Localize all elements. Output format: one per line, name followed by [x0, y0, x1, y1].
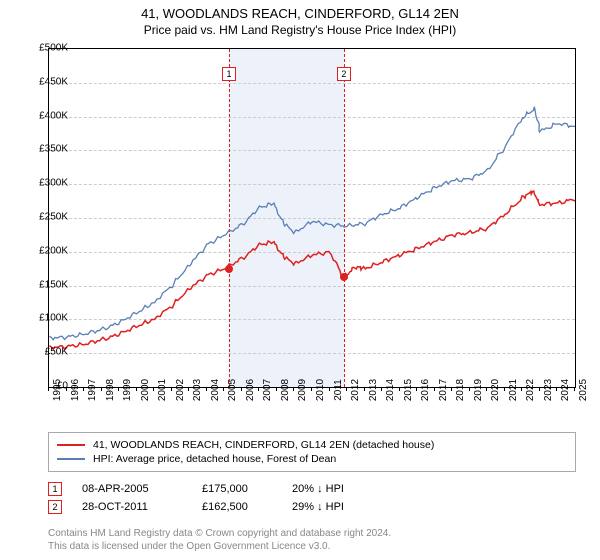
- x-tick-label: 2014: [385, 379, 396, 401]
- sales-row: 1 08-APR-2005 £175,000 20% ↓ HPI: [48, 482, 382, 496]
- x-tick-label: 2012: [350, 379, 361, 401]
- sales-row: 2 28-OCT-2011 £162,500 29% ↓ HPI: [48, 500, 382, 514]
- sales-idx-box: 2: [48, 500, 62, 514]
- x-tick-label: 2000: [140, 379, 151, 401]
- x-tick-label: 1997: [87, 379, 98, 401]
- x-tick-label: 1999: [122, 379, 133, 401]
- sale-dot-1: [225, 265, 233, 273]
- y-tick-label: £200K: [28, 245, 68, 256]
- x-tick-label: 2025: [578, 379, 589, 401]
- sales-diff: 20% ↓ HPI: [292, 483, 382, 495]
- x-tick-label: 2019: [473, 379, 484, 401]
- legend-swatch: [57, 458, 85, 460]
- x-tick-label: 1995: [52, 379, 63, 401]
- y-tick-label: £400K: [28, 110, 68, 121]
- legend-box: 41, WOODLANDS REACH, CINDERFORD, GL14 2E…: [48, 432, 576, 472]
- sale-marker-box-2: 2: [337, 67, 351, 81]
- legend-swatch: [57, 444, 85, 446]
- y-tick-label: £450K: [28, 76, 68, 87]
- sales-diff: 29% ↓ HPI: [292, 501, 382, 513]
- legend-label: HPI: Average price, detached house, Fore…: [93, 453, 336, 465]
- x-tick-label: 2015: [403, 379, 414, 401]
- legend-item: HPI: Average price, detached house, Fore…: [57, 453, 567, 465]
- x-tick-label: 2020: [490, 379, 501, 401]
- title-block: 41, WOODLANDS REACH, CINDERFORD, GL14 2E…: [0, 0, 600, 37]
- x-tick-label: 2017: [438, 379, 449, 401]
- x-tick-label: 2023: [543, 379, 554, 401]
- x-tick-label: 2018: [455, 379, 466, 401]
- x-tick-label: 2004: [210, 379, 221, 401]
- x-tick-label: 1998: [105, 379, 116, 401]
- legend-label: 41, WOODLANDS REACH, CINDERFORD, GL14 2E…: [93, 439, 434, 451]
- x-tick-label: 2007: [262, 379, 273, 401]
- x-tick-label: 2016: [420, 379, 431, 401]
- copyright-line: This data is licensed under the Open Gov…: [48, 541, 391, 554]
- y-tick-label: £150K: [28, 279, 68, 290]
- x-tick-label: 2009: [297, 379, 308, 401]
- sale-marker-box-1: 1: [222, 67, 236, 81]
- x-tick-label: 2011: [333, 379, 344, 401]
- x-tick-label: 2006: [245, 379, 256, 401]
- x-tick-label: 2008: [280, 379, 291, 401]
- chart-subtitle: Price paid vs. HM Land Registry's House …: [0, 23, 600, 37]
- chart-title: 41, WOODLANDS REACH, CINDERFORD, GL14 2E…: [0, 6, 600, 21]
- x-tick-label: 2003: [192, 379, 203, 401]
- copyright-text: Contains HM Land Registry data © Crown c…: [48, 528, 391, 553]
- x-tick-label: 1996: [70, 379, 81, 401]
- y-tick-label: £350K: [28, 144, 68, 155]
- sale-dot-2: [340, 273, 348, 281]
- y-tick-label: £250K: [28, 212, 68, 223]
- x-tick-label: 2013: [368, 379, 379, 401]
- legend-item: 41, WOODLANDS REACH, CINDERFORD, GL14 2E…: [57, 439, 567, 451]
- sales-price: £175,000: [202, 483, 292, 495]
- sales-idx-box: 1: [48, 482, 62, 496]
- x-tick-label: 2021: [508, 379, 519, 401]
- y-tick-label: £100K: [28, 313, 68, 324]
- sales-table: 1 08-APR-2005 £175,000 20% ↓ HPI 2 28-OC…: [48, 478, 382, 518]
- x-tick-label: 2024: [560, 379, 571, 401]
- x-tick-label: 2001: [157, 379, 168, 401]
- x-tick-label: 2022: [525, 379, 536, 401]
- y-tick-label: £500K: [28, 43, 68, 54]
- y-tick-label: £50K: [28, 347, 68, 358]
- x-tick-label: 2002: [175, 379, 186, 401]
- chart-container: 41, WOODLANDS REACH, CINDERFORD, GL14 2E…: [0, 0, 600, 560]
- x-tick-label: 2005: [227, 379, 238, 401]
- copyright-line: Contains HM Land Registry data © Crown c…: [48, 528, 391, 541]
- sales-date: 28-OCT-2011: [82, 501, 202, 513]
- sales-date: 08-APR-2005: [82, 483, 202, 495]
- y-tick-label: £300K: [28, 178, 68, 189]
- plot-area: 1 2: [48, 48, 576, 388]
- sales-price: £162,500: [202, 501, 292, 513]
- x-tick-label: 2010: [315, 379, 326, 401]
- line-series-svg: [49, 49, 575, 387]
